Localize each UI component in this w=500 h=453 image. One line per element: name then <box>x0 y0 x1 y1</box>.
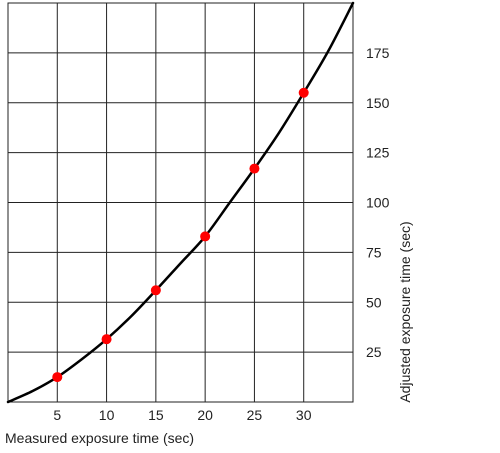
data-point <box>52 372 63 383</box>
y-tick-label: 25 <box>366 344 382 360</box>
y-axis-title: Adjusted exposure time (sec) <box>397 221 413 402</box>
x-tick-label: 15 <box>148 407 164 423</box>
data-point <box>200 231 211 242</box>
y-tick-label: 125 <box>366 145 390 161</box>
labels-layer: 5 10 15 20 25 30 25 50 75 100 125 150 175 <box>53 45 389 423</box>
y-tick-label: 50 <box>366 294 382 310</box>
x-tick-label: 10 <box>99 407 115 423</box>
data-point <box>101 334 112 345</box>
grid-layer <box>7 2 354 403</box>
x-tick-label: 25 <box>247 407 263 423</box>
x-tick-label: 30 <box>296 407 312 423</box>
x-tick-label: 5 <box>53 407 61 423</box>
x-axis-title: Measured exposure time (sec) <box>5 430 194 446</box>
y-tick-label: 150 <box>366 95 390 111</box>
data-point <box>150 285 161 296</box>
y-tick-label: 175 <box>366 45 390 61</box>
y-tick-label: 100 <box>366 195 390 211</box>
curve-layer <box>6 1 355 404</box>
exposure-curve <box>6 1 355 404</box>
points-layer <box>52 87 309 383</box>
y-tick-label: 75 <box>366 244 382 260</box>
data-point <box>298 87 309 98</box>
x-tick-label: 20 <box>197 407 213 423</box>
data-point <box>249 163 260 174</box>
